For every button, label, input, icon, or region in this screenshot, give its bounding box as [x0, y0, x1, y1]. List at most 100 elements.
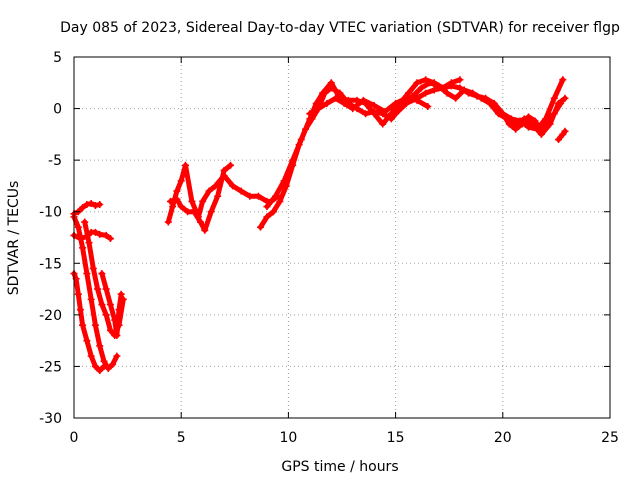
y-tick-label: -25 — [39, 359, 62, 375]
data-point — [486, 99, 494, 107]
data-point — [205, 187, 213, 195]
data-point — [96, 200, 104, 208]
data-point — [413, 79, 421, 87]
data-point — [98, 270, 106, 278]
data-point — [447, 82, 455, 90]
data-point — [83, 200, 91, 208]
data-point — [164, 218, 172, 226]
data-point — [400, 99, 408, 107]
series-trace — [71, 271, 107, 374]
data-point — [257, 223, 265, 231]
data-point — [434, 82, 442, 90]
data-point — [173, 187, 181, 195]
data-point — [117, 290, 125, 298]
series-trace — [556, 128, 568, 142]
data-point — [76, 306, 84, 314]
data-point — [100, 362, 108, 370]
data-point — [237, 187, 245, 195]
data-point — [404, 89, 412, 97]
data-point — [417, 84, 425, 92]
data-point — [188, 197, 196, 205]
data-point — [111, 316, 119, 324]
series-track-i — [257, 84, 404, 231]
y-tick-label: 5 — [53, 50, 62, 66]
data-point — [79, 244, 87, 252]
y-tick-label: -5 — [48, 153, 62, 169]
data-point — [263, 203, 271, 211]
data-point — [550, 110, 558, 118]
data-point — [413, 94, 421, 102]
data-point — [460, 86, 468, 94]
y-tick-label: -10 — [39, 205, 62, 221]
data-point — [379, 120, 387, 128]
data-point — [229, 182, 237, 190]
data-point — [113, 331, 121, 339]
data-point — [525, 123, 533, 131]
data-point — [422, 89, 430, 97]
data-point — [424, 103, 432, 111]
data-point — [370, 110, 378, 118]
data-point — [254, 192, 262, 200]
data-point — [109, 360, 117, 368]
data-point — [272, 192, 280, 200]
data-point — [177, 203, 185, 211]
data-point — [327, 79, 335, 87]
data-point — [74, 290, 82, 298]
data-point — [102, 311, 110, 319]
data-point — [87, 352, 95, 360]
data-point — [115, 306, 123, 314]
series-track-d — [70, 228, 114, 243]
data-point — [359, 96, 367, 104]
data-point — [89, 264, 97, 272]
data-point — [430, 86, 438, 94]
data-point — [190, 208, 198, 216]
data-point — [456, 84, 464, 92]
data-point — [477, 94, 485, 102]
data-point — [344, 96, 352, 104]
data-point — [184, 208, 192, 216]
data-point — [98, 301, 106, 309]
data-point — [79, 321, 87, 329]
data-point — [96, 230, 104, 238]
data-point — [85, 239, 93, 247]
y-tick-label: -15 — [39, 256, 62, 272]
data-point — [443, 89, 451, 97]
data-point — [561, 94, 569, 102]
data-point — [531, 117, 539, 125]
series-track-f — [98, 270, 125, 339]
data-point — [96, 367, 104, 375]
data-point — [544, 115, 552, 123]
data-point — [557, 99, 565, 107]
data-point — [106, 326, 114, 334]
x-tick-label: 10 — [279, 430, 297, 446]
data-point — [555, 136, 563, 144]
data-point — [314, 105, 322, 113]
data-point — [263, 213, 271, 221]
x-tick-label: 15 — [387, 430, 405, 446]
axis-ticks: 0 5 10 15 20 25 -30 -25 -20 -15 -10 -5 0 5 — [39, 50, 619, 446]
data-point — [332, 94, 340, 102]
data-point — [74, 223, 82, 231]
y-tick-label: -20 — [39, 308, 62, 324]
x-tick-label: 0 — [70, 430, 79, 446]
data-point — [87, 199, 95, 207]
data-point — [96, 342, 104, 350]
data-point — [362, 110, 370, 118]
data-point — [91, 228, 99, 236]
data-point — [102, 231, 110, 239]
data-point — [83, 270, 91, 278]
data-point — [106, 235, 114, 243]
data-point — [113, 352, 121, 360]
data-point — [559, 76, 567, 84]
data-point — [83, 337, 91, 345]
data-point — [76, 235, 84, 243]
data-point — [246, 192, 254, 200]
data-point — [392, 110, 400, 118]
series-track-k — [306, 94, 432, 118]
data-point — [456, 76, 464, 84]
data-point — [269, 208, 277, 216]
data-point — [91, 362, 99, 370]
data-point — [173, 195, 181, 203]
data-point — [214, 192, 222, 200]
data-point — [505, 120, 513, 128]
